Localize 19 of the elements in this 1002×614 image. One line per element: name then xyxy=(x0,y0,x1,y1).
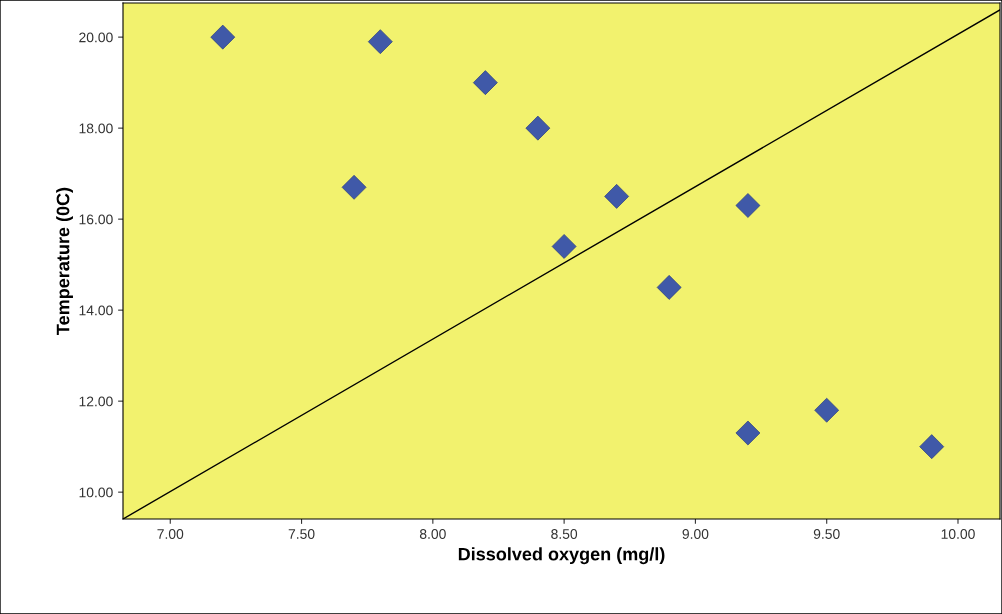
x-tick-label: 7.50 xyxy=(288,529,315,539)
x-axis-title: Dissolved oxygen (mg/l) xyxy=(458,547,665,565)
x-tick-label: 7.00 xyxy=(157,529,184,539)
y-tick-label: 10.00 xyxy=(79,487,113,498)
x-tick-label: 9.00 xyxy=(682,529,709,539)
x-tick-label: 8.50 xyxy=(551,529,578,539)
y-tick-label: 12.00 xyxy=(79,396,113,407)
x-tick-label: 8.00 xyxy=(419,529,446,539)
y-tick-label: 14.00 xyxy=(79,305,113,316)
x-tick-label: 9.50 xyxy=(813,529,840,539)
y-tick-label: 20.00 xyxy=(79,32,113,43)
point xyxy=(735,193,761,218)
y-axis-title: Temperature (0C) xyxy=(56,187,73,335)
point xyxy=(814,397,840,423)
point xyxy=(656,275,682,300)
point xyxy=(604,184,630,209)
y-tick-label: 18.00 xyxy=(79,123,113,134)
y-tick-label: 16.00 xyxy=(79,214,113,225)
x-tick-label: 10.00 xyxy=(941,529,975,539)
